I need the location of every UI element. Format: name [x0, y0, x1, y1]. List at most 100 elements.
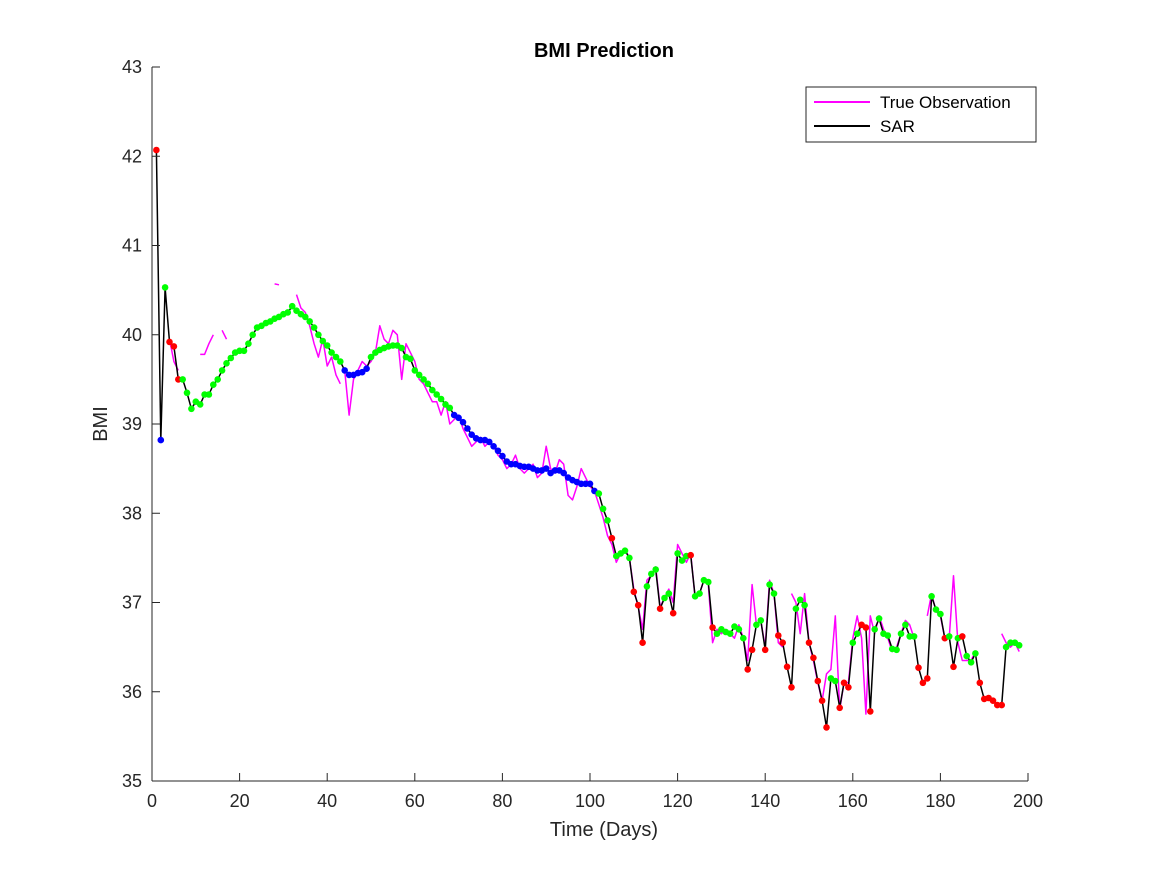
sar-point-green: [188, 405, 195, 413]
sar-point-red: [919, 679, 927, 687]
true-observation-line-segment: [200, 334, 214, 356]
sar-point-red: [814, 677, 822, 685]
sar-point-green: [411, 367, 419, 374]
sar-point-green: [214, 376, 221, 383]
sar-point-green: [648, 570, 655, 578]
x-tick-label: 180: [925, 791, 955, 811]
sar-point-blue: [358, 368, 366, 376]
sar-point-green: [972, 650, 979, 657]
sar-point-green: [210, 381, 217, 389]
sar-point-green: [429, 386, 436, 394]
sar-point-green: [604, 517, 611, 524]
sar-point-red: [761, 646, 769, 654]
sar-point-red: [867, 708, 874, 715]
x-tick-label: 80: [492, 791, 512, 811]
sar-point-green: [302, 313, 309, 321]
sar-point-blue: [363, 365, 370, 373]
sar-point-green: [853, 630, 861, 637]
sar-point-green: [757, 617, 765, 624]
true-observation-line-segment: [274, 283, 280, 286]
y-tick-label: 43: [122, 57, 142, 77]
sar-point-red: [153, 146, 160, 154]
sar-point-green: [937, 610, 944, 618]
sar-point-red: [608, 534, 616, 542]
sar-point-green: [446, 404, 454, 412]
sar-point-red: [805, 639, 813, 646]
sar-point-green: [665, 590, 673, 597]
sar-point-blue: [459, 418, 467, 426]
sar-point-green: [726, 630, 734, 637]
sar-point-green: [792, 605, 800, 612]
x-tick-label: 0: [147, 791, 157, 811]
sar-point-green: [293, 307, 300, 315]
sar-point-green: [740, 634, 747, 642]
sar-point-green: [910, 633, 918, 640]
sar-point-blue: [542, 465, 550, 472]
sar-point-red: [656, 605, 664, 612]
true-observation-line-segment: [221, 329, 228, 340]
sar-point-green: [652, 566, 659, 573]
sar-point-blue: [468, 431, 476, 439]
sar-point-green: [661, 594, 668, 602]
sar-point-green: [306, 318, 314, 325]
legend-box: [805, 86, 1037, 143]
sar-point-red: [744, 666, 751, 673]
sar-point-red: [818, 697, 826, 704]
x-tick-label: 160: [838, 791, 868, 811]
sar-point-red: [823, 724, 830, 731]
sar-point-red: [998, 701, 1005, 709]
sar-point-blue: [586, 480, 594, 488]
sar-point-blue: [490, 443, 497, 450]
sar-point-red: [836, 704, 843, 712]
sar-point-green: [626, 554, 633, 562]
sar-point-green: [875, 615, 883, 622]
sar-point-green: [770, 590, 778, 597]
sar-point-green: [1015, 642, 1023, 649]
axes: 0 20 40 60 80 100 120 140 160 180 200 35 36 37 38 39 40 4…: [122, 57, 1043, 811]
sar-point-green: [319, 337, 327, 345]
sar-point-red: [924, 675, 931, 682]
sar-point-blue: [157, 436, 165, 444]
sar-point-green: [227, 354, 235, 362]
sar-point-blue: [494, 447, 502, 455]
sar-point-green: [323, 342, 331, 349]
sar-point-green: [945, 633, 953, 640]
sar-point-blue: [499, 452, 506, 460]
sar-point-green: [621, 547, 629, 554]
sar-point-red: [630, 588, 638, 596]
sar-point-green: [196, 401, 204, 408]
sar-point-blue: [455, 414, 462, 422]
sar-point-red: [989, 697, 997, 704]
sar-point-green: [415, 371, 423, 379]
sar-point-green: [284, 309, 292, 316]
chart-title: BMI Prediction: [534, 40, 674, 62]
sar-point-green: [205, 391, 213, 398]
sar-point-green: [849, 639, 857, 646]
sar-point-green: [240, 347, 248, 355]
y-tick-label: 41: [122, 236, 142, 256]
sar-point-green: [161, 284, 169, 291]
sar-point-red: [634, 601, 642, 609]
sar-point-red: [709, 624, 716, 631]
sar-point-green: [893, 646, 900, 654]
sar-point-red: [788, 684, 795, 691]
sar-point-green: [420, 376, 427, 383]
sar-point-green: [337, 358, 344, 365]
sar-point-green: [218, 367, 226, 374]
sar-point-green: [249, 331, 256, 339]
y-tick-label: 35: [122, 771, 142, 791]
sar-point-green: [674, 550, 681, 557]
sar-point-red: [170, 343, 178, 350]
sar-point-red: [779, 639, 786, 646]
sar-point-green: [705, 578, 712, 586]
sar-point-green: [678, 557, 686, 564]
x-tick-label: 140: [750, 791, 780, 811]
y-tick-label: 36: [122, 682, 142, 702]
sar-point-red: [687, 551, 694, 559]
sar-point-green: [328, 349, 335, 356]
sar-point-green: [832, 677, 839, 685]
sar-point-green: [245, 340, 252, 348]
sar-point-green: [766, 581, 773, 588]
sar-point-green: [599, 505, 607, 513]
